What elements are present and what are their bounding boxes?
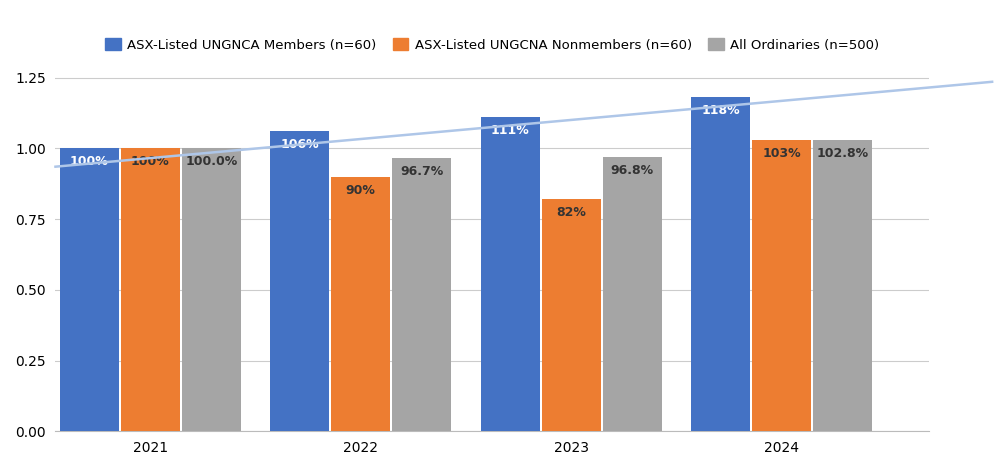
Bar (392, 157, 451, 431)
Text: 90%: 90% (346, 184, 376, 196)
Bar (182, 149, 241, 431)
Bar (542, 199, 601, 431)
Bar (270, 131, 329, 431)
Bar (121, 149, 180, 431)
Bar (752, 140, 811, 431)
Text: 100%: 100% (70, 156, 109, 168)
Bar (813, 141, 872, 431)
Text: 82%: 82% (556, 206, 586, 219)
Text: 100.0%: 100.0% (185, 156, 237, 168)
Text: 103%: 103% (762, 147, 801, 160)
Bar (331, 177, 390, 431)
Legend: ASX-Listed UNGNCA Members (n=60), ASX-Listed UNGCNA Nonmembers (n=60), All Ordin: ASX-Listed UNGNCA Members (n=60), ASX-Li… (100, 33, 885, 57)
Text: 96.7%: 96.7% (400, 164, 443, 178)
Text: 102.8%: 102.8% (817, 148, 869, 160)
Text: 118%: 118% (701, 104, 740, 118)
Text: 100%: 100% (131, 156, 170, 168)
Bar (691, 97, 750, 431)
Text: 111%: 111% (491, 124, 529, 137)
Text: 106%: 106% (280, 138, 319, 151)
Bar (60, 149, 119, 431)
Bar (603, 157, 662, 431)
Text: 96.8%: 96.8% (611, 164, 654, 177)
Bar (481, 117, 540, 431)
